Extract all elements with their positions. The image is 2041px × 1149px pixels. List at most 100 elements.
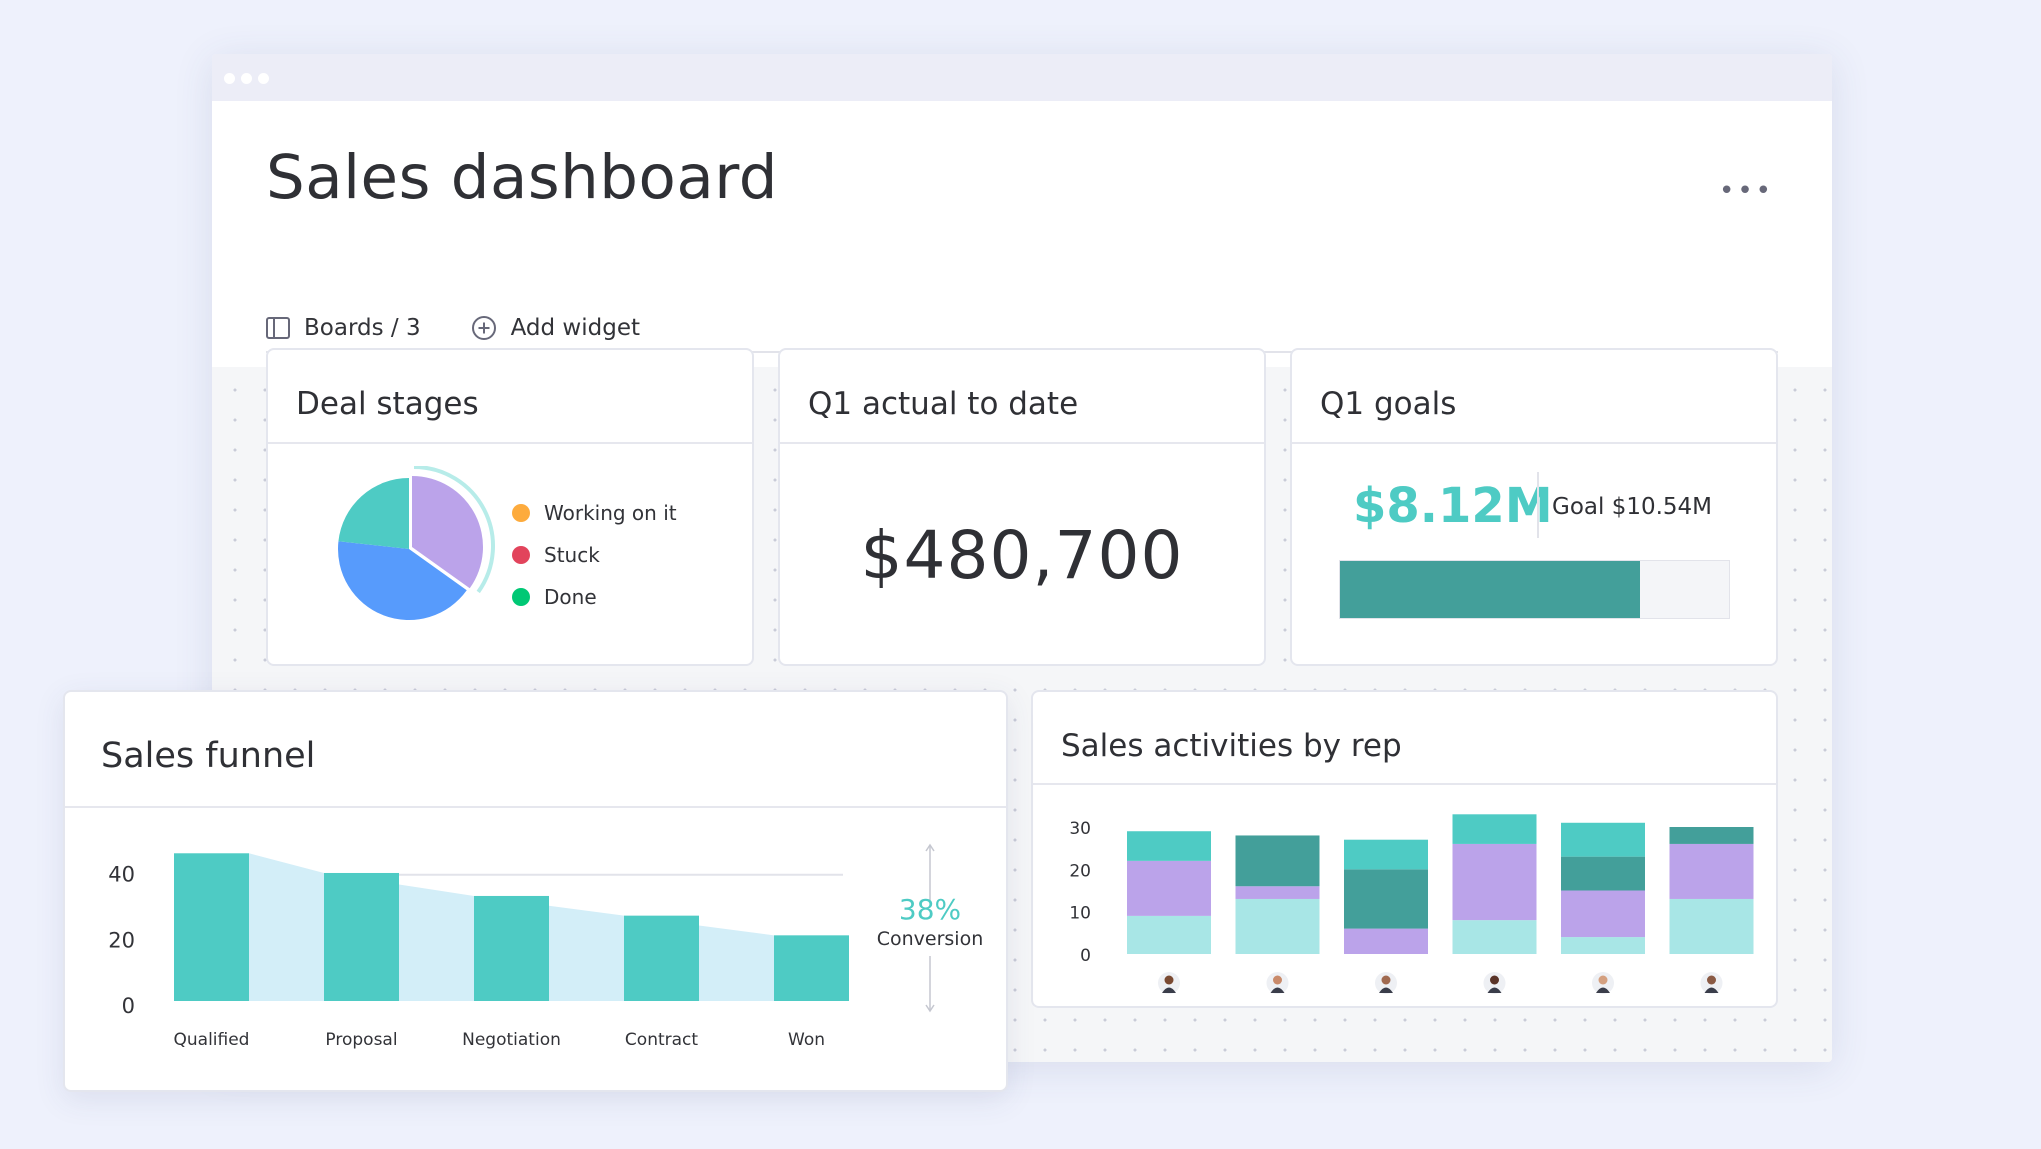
- stacked-bar-segment: [1452, 920, 1537, 954]
- add-widget-label: Add widget: [510, 315, 641, 341]
- x-tick-label: Qualified: [174, 1030, 250, 1050]
- sales-activities-stacked-chart: 0 10 20 30: [1069, 814, 1754, 994]
- window-titlebar: [212, 54, 1832, 101]
- stacked-bar-segment: [1344, 928, 1428, 954]
- sales-funnel-widget[interactable]: Sales funnel 0 20 40 Qualified Proposal Negot…: [63, 690, 1008, 1092]
- x-tick-label: Negotiation: [462, 1030, 561, 1050]
- dashboard-header: [212, 101, 1832, 367]
- y-tick-label: 0: [122, 994, 135, 1018]
- stacked-bar-segment: [1669, 827, 1754, 844]
- widget-title: Q1 actual to date: [808, 386, 1079, 422]
- rep-avatar-head: [1490, 975, 1499, 985]
- rep-avatar-body: [1704, 987, 1719, 993]
- widget-title: Deal stages: [296, 386, 479, 422]
- goal-progress-fill: [1340, 561, 1640, 618]
- window-dot: [258, 73, 269, 84]
- deal-stages-pie-chart: [338, 466, 495, 620]
- legend-label: Done: [544, 585, 597, 609]
- rep-avatar-head: [1598, 975, 1608, 985]
- stacked-bar-segment: [1561, 822, 1645, 857]
- stacked-bar-segment: [1235, 835, 1320, 887]
- q1-goals-body: $8.12M Goal $10.54M: [1292, 442, 1776, 664]
- x-tick-label: Proposal: [325, 1030, 397, 1050]
- q1-actual-body: $480,700: [780, 442, 1264, 664]
- x-tick-label: Contract: [625, 1030, 698, 1050]
- green-dot-icon: [512, 588, 530, 606]
- dashboard-toolbar: Boards / 3 Add widget: [266, 308, 690, 348]
- deal-stages-body: Working on it Stuck Done: [268, 442, 752, 664]
- stacked-bar-segment: [1669, 843, 1754, 899]
- q1-goals-value: $8.12M: [1353, 478, 1553, 534]
- legend-item-working-on-it: Working on it: [512, 492, 677, 534]
- y-tick-label: 40: [108, 863, 135, 887]
- y-tick-label: 20: [108, 928, 135, 952]
- widget-title: Sales activities by rep: [1061, 728, 1402, 764]
- window-dot: [241, 73, 252, 84]
- widget-divider: [780, 442, 1264, 444]
- widget-title: Q1 goals: [1320, 386, 1457, 422]
- pie-highlight-ring: [413, 466, 495, 594]
- stacked-bar-segment: [1561, 856, 1645, 891]
- funnel-bar: [174, 853, 249, 1001]
- rep-avatar-head: [1707, 975, 1716, 985]
- stacked-bar-segment: [1127, 915, 1211, 954]
- pie-slice: [338, 541, 467, 620]
- more-options-button[interactable]: •••: [1718, 176, 1774, 206]
- sales-funnel-chart: 0 20 40 Qualified Proposal Negotiation Contrac…: [108, 853, 849, 1050]
- rep-avatar-body: [1379, 987, 1393, 993]
- y-tick-label: 30: [1069, 819, 1091, 839]
- stacked-bar-segment: [1235, 898, 1320, 954]
- conversion-percent: 38%: [898, 893, 962, 926]
- deal-stages-widget[interactable]: Deal stages Working on it Stuck Done: [266, 348, 754, 666]
- add-circle-icon: [471, 316, 496, 340]
- stacked-bar-segment: [1127, 831, 1211, 861]
- q1-goals-widget[interactable]: Q1 goals $8.12M Goal $10.54M: [1290, 348, 1778, 666]
- q1-actual-widget[interactable]: Q1 actual to date $480,700: [778, 348, 1266, 666]
- red-dot-icon: [512, 546, 530, 564]
- rep-avatar-body: [1270, 987, 1285, 993]
- legend-item-done: Done: [512, 576, 677, 618]
- stacked-bar-segment: [1561, 890, 1645, 938]
- add-widget-button[interactable]: Add widget: [471, 315, 640, 341]
- q1-actual-value: $480,700: [860, 517, 1184, 594]
- widget-divider: [268, 442, 752, 444]
- stacked-bar-segment: [1344, 839, 1428, 870]
- goal-divider: [1537, 472, 1539, 538]
- widget-divider: [1292, 442, 1776, 444]
- stacked-bar-segment: [1344, 869, 1428, 929]
- funnel-bar: [474, 895, 549, 1001]
- stacked-bar-segment: [1127, 860, 1211, 916]
- y-tick-label: 20: [1069, 861, 1091, 881]
- funnel-bar: [774, 935, 849, 1001]
- rep-avatar-body: [1487, 987, 1502, 993]
- stacked-bar-segment: [1452, 814, 1537, 844]
- stacked-bar-segment: [1235, 886, 1320, 899]
- stacked-bar-segment: [1561, 937, 1645, 954]
- y-tick-label: 0: [1080, 946, 1091, 966]
- arrow-up-icon: [925, 843, 935, 900]
- funnel-bar: [324, 872, 399, 1001]
- x-tick-label: Won: [788, 1030, 825, 1050]
- y-tick-label: 10: [1069, 904, 1091, 924]
- legend-label: Stuck: [544, 543, 600, 567]
- rep-avatar-body: [1596, 987, 1610, 993]
- stacked-bar-segment: [1452, 843, 1537, 921]
- boards-button[interactable]: Boards / 3: [266, 315, 421, 341]
- rep-avatar-head: [1164, 975, 1174, 985]
- goal-target-label: Goal $10.54M: [1552, 494, 1713, 520]
- rep-avatar-head: [1273, 975, 1282, 985]
- page-title: Sales dashboard: [266, 142, 778, 213]
- rep-avatar-head: [1381, 975, 1391, 985]
- arrow-down-icon: [925, 956, 935, 1013]
- pie-slice: [412, 476, 483, 589]
- window-dot: [224, 73, 235, 84]
- goal-progress-bar: [1339, 560, 1730, 619]
- board-icon: [266, 317, 290, 339]
- pie-legend: Working on it Stuck Done: [512, 492, 677, 618]
- stacked-bar-segment: [1669, 898, 1754, 954]
- widget-title: Sales funnel: [101, 736, 316, 776]
- pie-slice: [338, 478, 409, 549]
- widget-divider: [1033, 783, 1776, 785]
- rep-avatar-body: [1162, 987, 1176, 993]
- sales-activities-widget[interactable]: Sales activities by rep 0 10 20 30: [1031, 690, 1778, 1008]
